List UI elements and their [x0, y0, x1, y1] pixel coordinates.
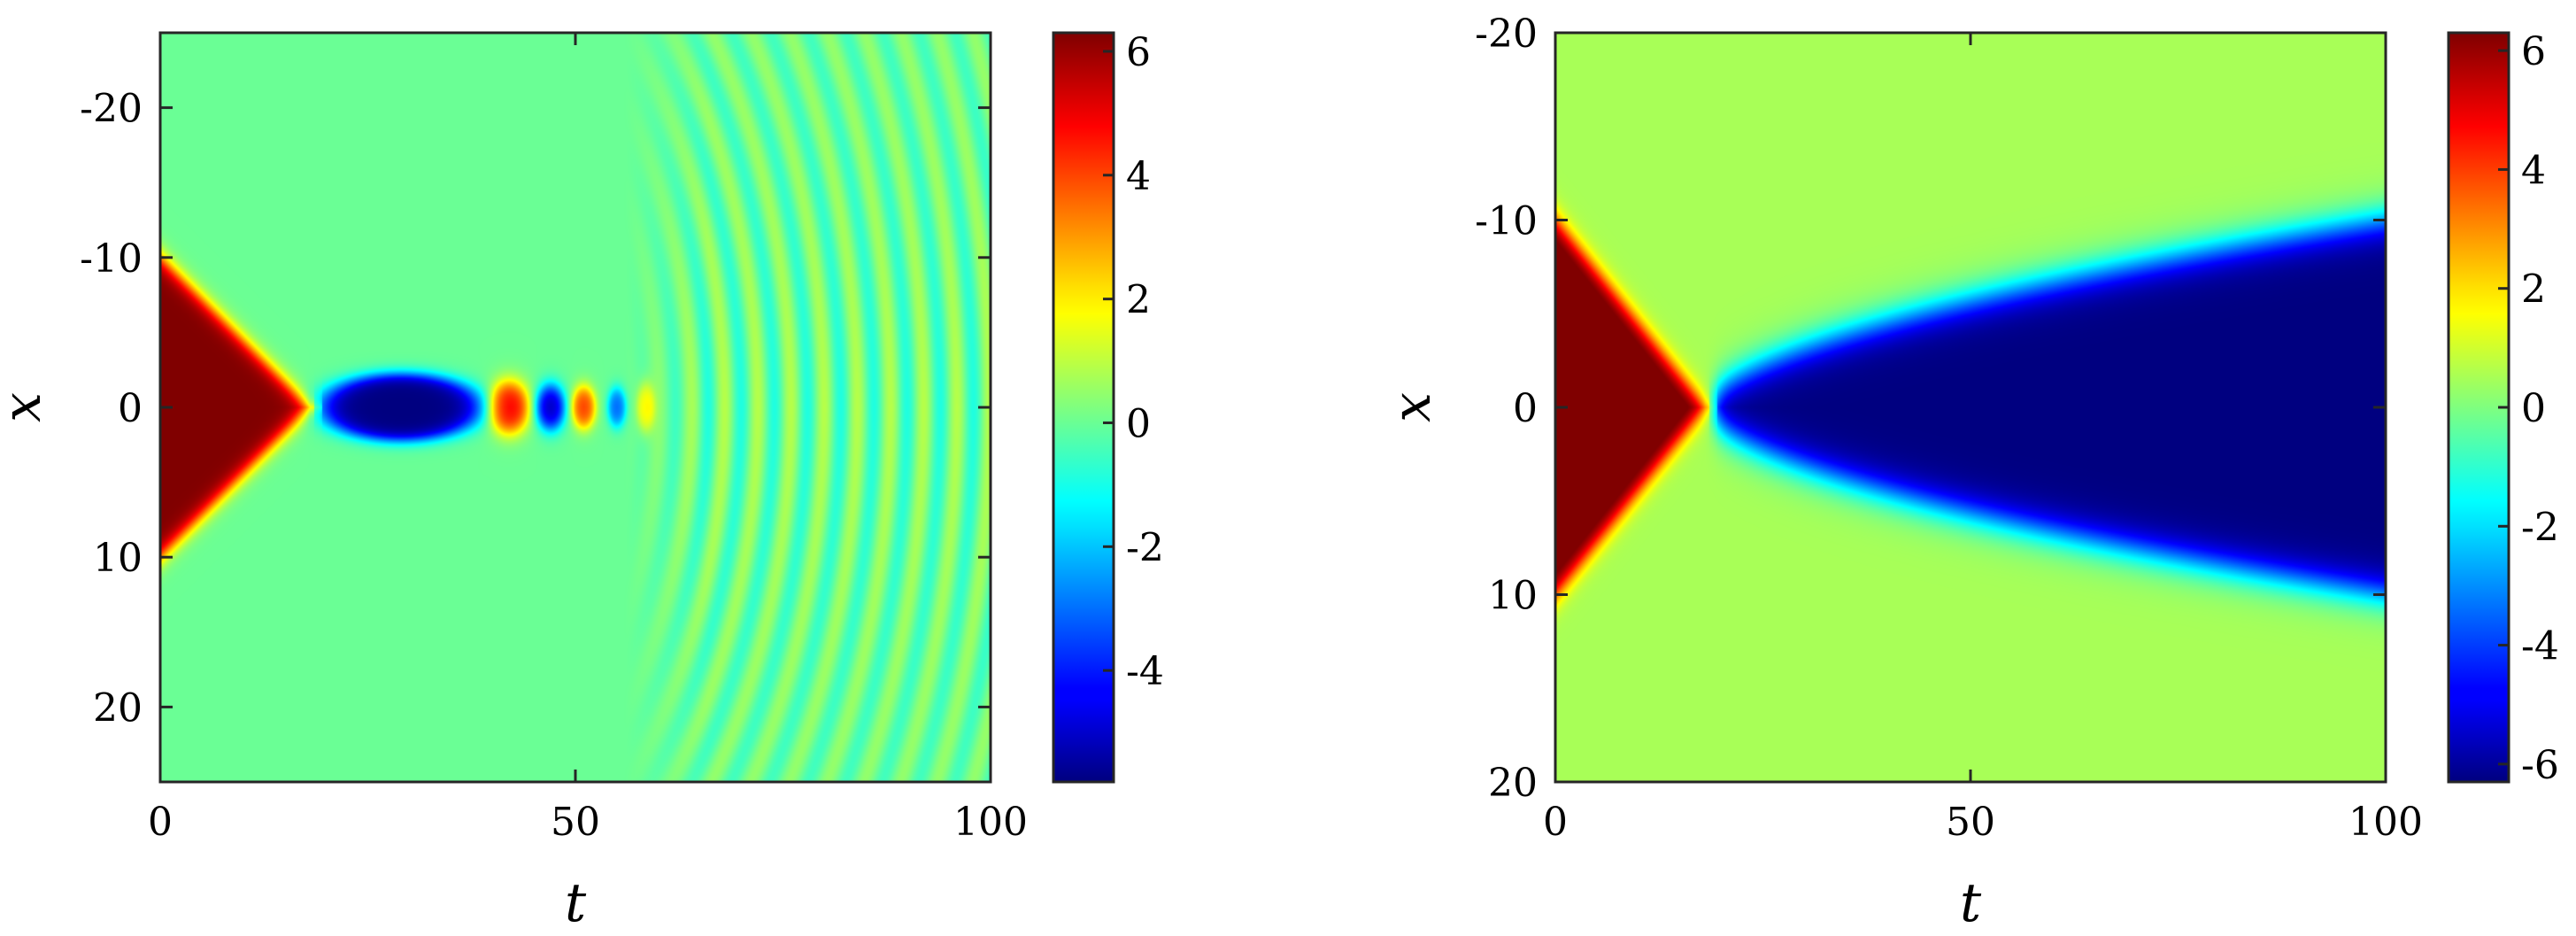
- colorbar-tick-label: -4: [2521, 624, 2559, 669]
- y-tick-label: 20: [1488, 761, 1538, 806]
- colorbar-ticks-left: -4 -2 0 2 4 6: [1103, 30, 1164, 694]
- colorbar-tick-label: 6: [2521, 29, 2546, 74]
- x-tick-label: 0: [1543, 800, 1568, 845]
- heatmap-left: [160, 33, 991, 782]
- colorbar-tick-label: 2: [2521, 267, 2546, 313]
- y-tick-label: -10: [80, 236, 143, 282]
- y-tick-label: 0: [118, 386, 143, 431]
- y-tick-label: -20: [80, 87, 143, 132]
- y-tick-label: 10: [1488, 574, 1538, 619]
- y-axis-right: -20 -10 0 10 20: [1475, 12, 2386, 806]
- heatmap-right: [1555, 33, 2386, 782]
- colorbar-left: [1052, 31, 1115, 784]
- colorbar-tick-label: 0: [2521, 386, 2546, 431]
- x-tick-label: 0: [148, 800, 173, 845]
- y-tick-label: 20: [93, 685, 143, 731]
- colorbar-tick-label: 6: [1126, 30, 1151, 75]
- x-tick-label: 50: [551, 800, 600, 845]
- x-tick-label: 100: [2348, 800, 2423, 845]
- colorbar-ticks-right: -6 -4 -2 0 2 4 6: [2498, 29, 2559, 788]
- x-axis-right: 0 50 100: [1543, 33, 2423, 845]
- colorbar-tick-label: 4: [2521, 148, 2546, 193]
- colorbar-tick-label: -4: [1126, 649, 1164, 694]
- colorbar-tick-label: -2: [1126, 525, 1164, 570]
- colorbar-tick-label: -6: [2521, 743, 2559, 788]
- colorbar-tick-label: 0: [1126, 401, 1151, 446]
- colorbar-tick-label: 4: [1126, 154, 1151, 199]
- x-tick-label: 50: [1946, 800, 1995, 845]
- y-tick-label: 0: [1513, 386, 1538, 431]
- y-axis-left: -20 -10 0 10 20: [80, 87, 991, 731]
- y-tick-label: 10: [93, 536, 143, 581]
- y-axis-label-left: x: [0, 392, 53, 422]
- x-axis-label-right: t: [1960, 872, 1982, 934]
- x-axis-left: 0 50 100: [148, 33, 1028, 845]
- y-tick-label: -10: [1475, 199, 1538, 244]
- y-tick-label: -20: [1475, 12, 1538, 57]
- x-axis-label-left: t: [565, 872, 587, 934]
- y-axis-label-right: x: [1381, 392, 1443, 422]
- x-tick-label: 100: [953, 800, 1028, 845]
- colorbar-tick-label: -2: [2521, 505, 2559, 550]
- colorbar-tick-label: 2: [1126, 278, 1151, 323]
